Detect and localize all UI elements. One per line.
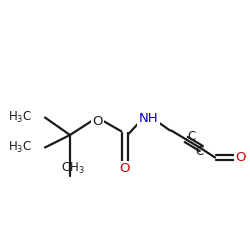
Text: O: O <box>120 162 130 175</box>
Text: CH$_3$: CH$_3$ <box>61 161 84 176</box>
Text: H$_3$C: H$_3$C <box>8 110 32 125</box>
Text: O: O <box>236 151 246 164</box>
Text: NH: NH <box>139 112 158 125</box>
Text: C: C <box>196 145 204 158</box>
Text: O: O <box>92 115 103 128</box>
Text: C: C <box>187 130 196 143</box>
Text: H$_3$C: H$_3$C <box>8 140 32 155</box>
